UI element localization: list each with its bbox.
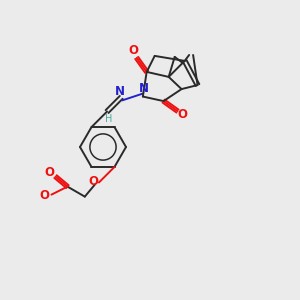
Text: N: N (115, 85, 125, 98)
Text: O: O (40, 189, 50, 202)
Text: O: O (129, 44, 139, 57)
Text: H: H (105, 113, 113, 124)
Text: N: N (139, 82, 149, 95)
Text: O: O (178, 108, 188, 121)
Text: O: O (88, 175, 98, 188)
Text: O: O (44, 166, 55, 179)
